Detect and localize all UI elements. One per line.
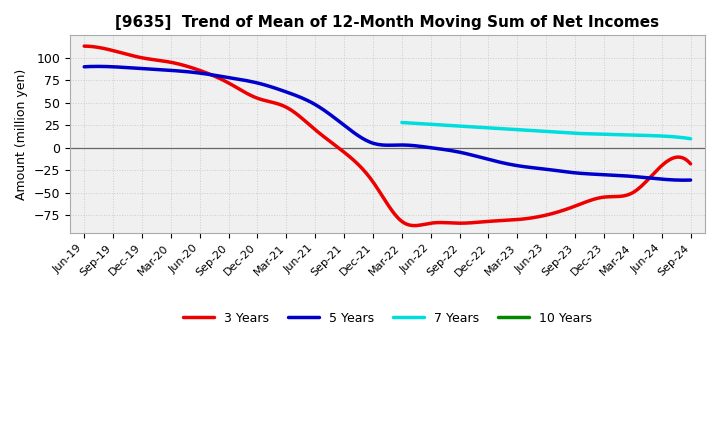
3 Years bbox=[593, 196, 602, 201]
7 Years bbox=[570, 131, 578, 136]
Legend: 3 Years, 5 Years, 7 Years, 10 Years: 3 Years, 5 Years, 7 Years, 10 Years bbox=[178, 307, 597, 330]
Title: [9635]  Trend of Mean of 12-Month Moving Sum of Net Incomes: [9635] Trend of Mean of 12-Month Moving … bbox=[115, 15, 660, 30]
5 Years bbox=[441, 147, 449, 152]
5 Years bbox=[94, 64, 103, 69]
5 Years bbox=[686, 177, 695, 183]
7 Years bbox=[641, 133, 649, 138]
7 Years bbox=[568, 131, 577, 136]
3 Years bbox=[443, 220, 451, 225]
3 Years bbox=[410, 223, 419, 228]
5 Years bbox=[443, 147, 451, 153]
7 Years bbox=[397, 120, 406, 125]
5 Years bbox=[82, 64, 91, 70]
7 Years bbox=[398, 120, 407, 125]
3 Years bbox=[631, 188, 640, 193]
3 Years bbox=[82, 44, 91, 49]
5 Years bbox=[80, 64, 89, 70]
5 Years bbox=[680, 177, 689, 183]
3 Years bbox=[453, 220, 462, 226]
Line: 3 Years: 3 Years bbox=[84, 46, 690, 226]
5 Years bbox=[631, 174, 640, 180]
Y-axis label: Amount (million yen): Amount (million yen) bbox=[15, 69, 28, 200]
7 Years bbox=[686, 136, 695, 141]
5 Years bbox=[453, 149, 462, 154]
5 Years bbox=[593, 172, 602, 177]
3 Years bbox=[686, 161, 695, 166]
7 Years bbox=[575, 131, 583, 136]
3 Years bbox=[441, 220, 449, 225]
3 Years bbox=[80, 44, 89, 49]
Line: 7 Years: 7 Years bbox=[402, 122, 690, 139]
Line: 5 Years: 5 Years bbox=[84, 66, 690, 180]
7 Years bbox=[660, 133, 668, 139]
